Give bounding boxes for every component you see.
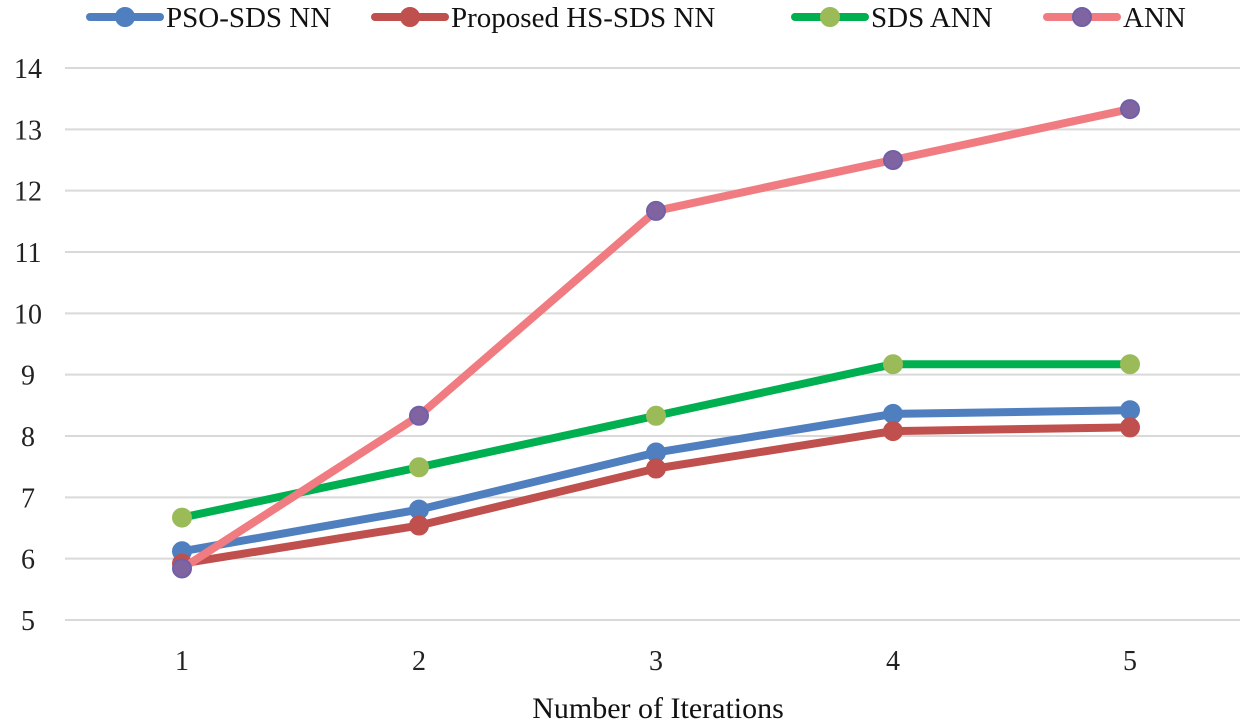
x-tick-label: 4 bbox=[886, 646, 900, 677]
data-point bbox=[883, 403, 903, 424]
data-point bbox=[883, 354, 903, 375]
data-point bbox=[883, 421, 903, 442]
legend-label: PSO-SDS NN bbox=[166, 2, 331, 34]
y-tick-label: 5 bbox=[21, 606, 35, 637]
y-tick-label: 11 bbox=[15, 238, 42, 269]
data-point bbox=[172, 507, 192, 528]
x-tick-label: 5 bbox=[1123, 646, 1137, 677]
data-point bbox=[409, 405, 429, 426]
y-tick-label: 8 bbox=[21, 422, 35, 453]
y-axis-tick-labels: 5 6 7 8 9 10 11 12 13 14 bbox=[14, 54, 42, 637]
data-point bbox=[409, 457, 429, 478]
legend-item: Proposed HS-SDS NN bbox=[371, 2, 715, 34]
y-tick-label: 9 bbox=[21, 361, 35, 392]
data-point bbox=[172, 558, 192, 579]
legend: PSO-SDS NN Proposed HS-SDS NN SDS ANN ANN bbox=[86, 2, 1186, 34]
series-line bbox=[178, 105, 1134, 573]
data-point bbox=[409, 515, 429, 536]
y-tick-label: 10 bbox=[14, 299, 42, 330]
legend-label: ANN bbox=[1123, 2, 1186, 34]
y-tick-label: 6 bbox=[21, 545, 35, 576]
x-axis-title: Number of Iterations bbox=[532, 692, 784, 725]
x-axis-tick-labels: 1 2 3 4 5 bbox=[175, 646, 1137, 677]
data-point bbox=[883, 150, 903, 170]
legend-marker bbox=[820, 7, 840, 27]
series-lines bbox=[172, 99, 1140, 579]
x-tick-label: 3 bbox=[649, 646, 663, 677]
legend-item: SDS ANN bbox=[791, 2, 993, 34]
legend-label: SDS ANN bbox=[871, 2, 993, 34]
data-point bbox=[1120, 417, 1140, 438]
data-point bbox=[646, 458, 666, 479]
data-point bbox=[1120, 99, 1140, 120]
y-tick-label: 7 bbox=[21, 483, 35, 514]
legend-marker bbox=[115, 7, 135, 27]
legend-item: ANN bbox=[1043, 2, 1186, 34]
x-tick-label: 2 bbox=[412, 646, 426, 677]
y-tick-label: 14 bbox=[14, 54, 42, 85]
data-point bbox=[1120, 354, 1140, 375]
x-tick-label: 1 bbox=[175, 646, 189, 677]
legend-label: Proposed HS-SDS NN bbox=[451, 2, 715, 34]
series-3 bbox=[172, 99, 1140, 579]
data-point bbox=[1120, 400, 1140, 421]
legend-marker bbox=[400, 7, 420, 27]
legend-item: PSO-SDS NN bbox=[86, 2, 331, 34]
y-tick-label: 12 bbox=[14, 177, 42, 208]
legend-marker bbox=[1072, 7, 1092, 27]
y-tick-label: 13 bbox=[14, 115, 42, 146]
series-line bbox=[178, 360, 1134, 522]
data-point bbox=[646, 405, 666, 426]
series-1 bbox=[172, 417, 1140, 574]
data-point bbox=[646, 200, 666, 221]
series-2 bbox=[172, 354, 1140, 528]
